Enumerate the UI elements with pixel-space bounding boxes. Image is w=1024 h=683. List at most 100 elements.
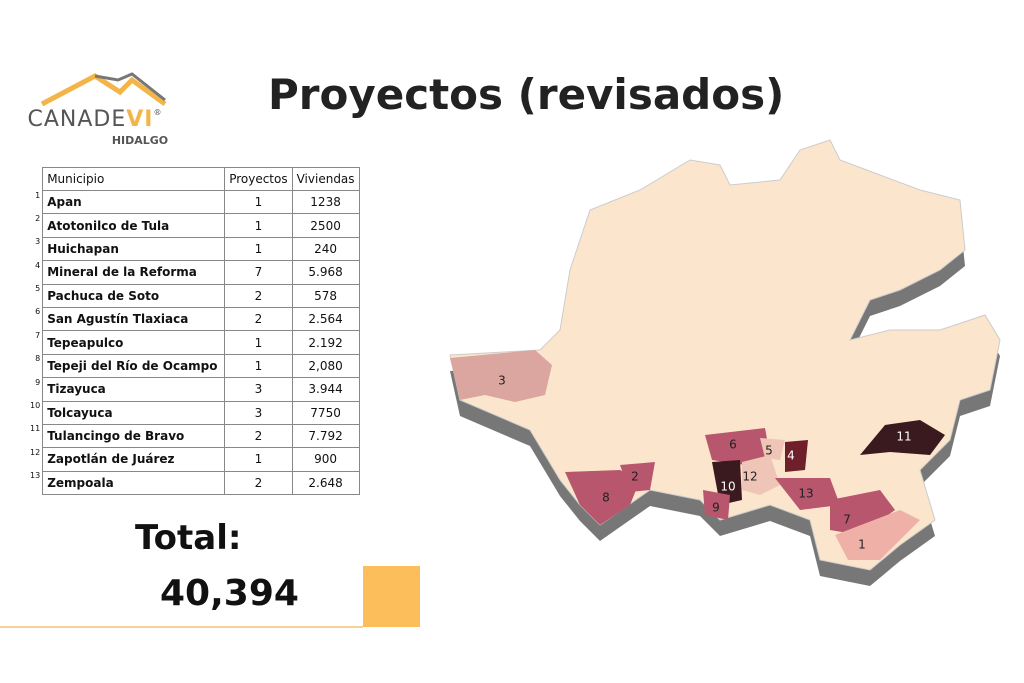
table-row: 9 Tizayuca 3 3.944 [30, 377, 360, 402]
viviendas: 7.792 [291, 423, 360, 449]
row-index: 10 [30, 401, 41, 411]
row-index: 8 [35, 354, 41, 364]
proyectos: 2 [224, 306, 293, 332]
region-label: 1 [858, 538, 866, 552]
region-label: 5 [765, 444, 773, 458]
total-value: 40,394 [160, 573, 299, 614]
viviendas: 7750 [291, 400, 360, 425]
proyectos: 1 [224, 447, 293, 472]
proyectos: 1 [224, 330, 293, 355]
viviendas: 3.944 [291, 377, 360, 402]
proyectos: 3 [224, 400, 293, 425]
table-row: 11 Tulancingo de Bravo 2 7.792 [30, 423, 360, 449]
region-12 [742, 455, 780, 495]
map-state [449, 139, 1001, 571]
projects-table: Municipio Proyectos Viviendas 1 Apan 1 1238 2 A… [30, 167, 360, 496]
proyectos: 1 [224, 236, 293, 262]
region-label: 4 [787, 449, 795, 463]
region-label: 9 [712, 501, 720, 515]
region-2 [620, 462, 655, 492]
region-5 [760, 438, 785, 460]
viviendas: 578 [291, 283, 360, 308]
municipio: Apan [42, 189, 226, 215]
viviendas: 2500 [291, 213, 360, 238]
region-label: 2 [631, 470, 639, 484]
table-row: 1 Apan 1 1238 [30, 189, 360, 215]
table-row: 7 Tepeapulco 1 2.192 [30, 330, 360, 355]
row-index: 2 [35, 213, 41, 223]
region-1 [835, 510, 920, 560]
table-row: 8 Tepeji del Río de Ocampo 1 2,080 [30, 353, 360, 379]
proyectos: 2 [224, 470, 293, 496]
row-index: 6 [35, 307, 41, 317]
region-9 [703, 490, 730, 520]
region-13 [775, 478, 840, 510]
region-8 [565, 470, 640, 525]
proyectos: 7 [224, 260, 293, 285]
proyectos: 2 [224, 283, 293, 308]
municipio: Tolcayuca [42, 400, 226, 425]
row-index: 7 [35, 330, 41, 340]
row-index: 1 [35, 190, 41, 200]
municipio: Tulancingo de Bravo [42, 423, 226, 449]
logo-registered: ® [153, 108, 162, 117]
region-label: 6 [729, 438, 737, 452]
municipio: Atotonilco de Tula [42, 213, 226, 238]
municipio: Mineral de la Reforma [42, 260, 226, 285]
table-row: 13 Zempoala 2 2.648 [30, 470, 360, 496]
row-index: 4 [35, 260, 41, 270]
proyectos: 1 [224, 213, 293, 238]
column-header: Viviendas [291, 167, 360, 191]
municipio: Zempoala [42, 470, 226, 496]
proyectos: 1 [224, 189, 293, 215]
viviendas: 1238 [291, 189, 360, 215]
region-6 [705, 428, 770, 465]
accent-square [363, 566, 420, 627]
region-label: 12 [742, 470, 757, 484]
municipio: Tizayuca [42, 377, 226, 402]
column-header: Proyectos [224, 167, 293, 191]
municipio: Zapotlán de Juárez [42, 447, 226, 472]
logo-brand: CANADE [28, 107, 127, 132]
region-3 [450, 350, 552, 402]
table-body: 1 Apan 1 1238 2 Atotonilco de Tula 1 2500 3 Huich… [30, 189, 360, 496]
municipio: Tepeji del Río de Ocampo [42, 353, 226, 379]
viviendas: 2.192 [291, 330, 360, 355]
header-row: Municipio Proyectos Viviendas [30, 167, 360, 191]
municipio: Huichapan [42, 236, 226, 262]
row-index: 13 [30, 471, 41, 481]
region-label: 13 [798, 487, 813, 501]
row-index: 11 [30, 424, 41, 434]
proyectos: 3 [224, 377, 293, 402]
region-label: 7 [843, 513, 851, 527]
region-label: 11 [896, 430, 911, 444]
logo-roof [40, 73, 167, 107]
region-label: 10 [720, 480, 735, 494]
region-label: 3 [498, 374, 506, 388]
logo-text: CANADEVI® [28, 107, 163, 132]
column-header: Municipio [42, 167, 226, 191]
table-row: 4 Mineral de la Reforma 7 5.968 [30, 260, 360, 285]
viviendas: 900 [291, 447, 360, 472]
total-label: Total: [135, 518, 242, 558]
viviendas: 2.564 [291, 306, 360, 332]
table-row: 12 Zapotlán de Juárez 1 900 [30, 447, 360, 472]
region-11 [860, 420, 945, 455]
table-row: 3 Huichapan 1 240 [30, 236, 360, 262]
table-row: 6 San Agustín Tlaxiaca 2 2.564 [30, 306, 360, 332]
viviendas: 2.648 [291, 470, 360, 496]
viviendas: 2,080 [291, 353, 360, 379]
logo-region: HIDALGO [112, 134, 168, 147]
region-label: 8 [602, 491, 610, 505]
row-index: 5 [35, 284, 41, 294]
region-7 [830, 490, 895, 535]
row-index: 3 [35, 237, 41, 247]
municipio: Pachuca de Soto [42, 283, 226, 308]
proyectos: 2 [224, 423, 293, 449]
index-header [30, 168, 43, 191]
viviendas: 240 [291, 236, 360, 262]
viviendas: 5.968 [291, 260, 360, 285]
